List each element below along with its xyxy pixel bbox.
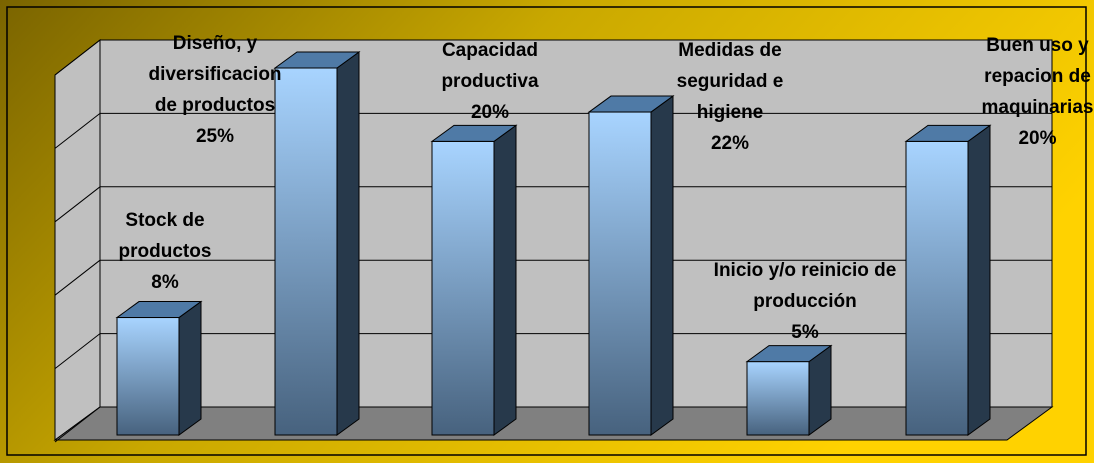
bar-side: [967, 124, 991, 436]
side-grid-line: [54, 113, 101, 149]
category-label: Diseño, y diversificacion de productos: [148, 33, 282, 116]
bar-top: [904, 124, 992, 142]
side-grid-line: [54, 333, 101, 369]
bar-top: [273, 51, 361, 69]
value-label: 22%: [710, 133, 750, 154]
value-label: 25%: [195, 126, 235, 147]
bar-front: [746, 361, 810, 436]
data-label: Diseño, y diversificacion de productos 25…: [140, 28, 290, 152]
frame: [6, 6, 1087, 456]
side-grid-line: [54, 186, 101, 223]
bar-front: [116, 317, 180, 436]
data-label: Buen uso y repacion de maquinarias 20%: [975, 30, 1094, 154]
bar-top: [745, 345, 833, 363]
side-grid-line: [54, 39, 101, 76]
bar-side: [493, 124, 517, 436]
data-label: Medidas de seguridad e higiene 22%: [655, 35, 805, 159]
data-label: Capacidad productiva 20%: [420, 35, 560, 128]
value-label: 20%: [1018, 128, 1057, 149]
bar-front: [905, 140, 969, 436]
floor: [53, 406, 1054, 441]
bar-top: [587, 95, 675, 113]
bar-side: [336, 51, 360, 436]
category-label: Inicio y/o reinicio de producción: [713, 260, 897, 312]
value-label: 20%: [470, 102, 510, 123]
bar-front: [431, 140, 495, 436]
bar-front: [588, 111, 652, 436]
bar-side: [178, 300, 202, 436]
value-label: 8%: [151, 272, 179, 293]
bar-top: [430, 124, 518, 142]
side-grid-line: [54, 259, 101, 296]
bar-top: [115, 301, 203, 319]
category-label: Medidas de seguridad e higiene: [676, 40, 784, 123]
category-label: Stock de productos: [118, 210, 212, 262]
value-label: 5%: [791, 322, 819, 343]
side-wall: [54, 38, 101, 441]
side-grid-line: [54, 406, 101, 443]
data-label: Inicio y/o reinicio de producción 5%: [690, 255, 920, 348]
category-label: Capacidad productiva: [441, 40, 539, 92]
category-label: Buen uso y repacion de maquinarias: [981, 35, 1094, 118]
data-label: Stock de productos 8%: [95, 205, 235, 298]
